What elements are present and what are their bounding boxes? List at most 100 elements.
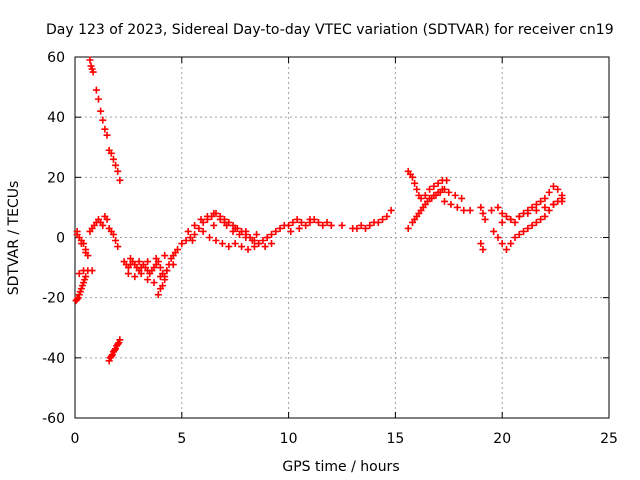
data-point-5-29 [210, 209, 218, 217]
data-point-9-16 [545, 188, 553, 196]
data-point-9-38 [507, 215, 515, 223]
data-point-1-1 [73, 295, 81, 303]
data-point-0-3 [89, 68, 97, 76]
data-point-9-23 [502, 246, 510, 254]
chart-title: Day 123 of 2023, Sidereal Day-to-day VTE… [46, 22, 614, 38]
data-point-8-7 [458, 194, 466, 202]
data-point-4-39 [154, 291, 162, 299]
y-tick-label-6: 60 [47, 50, 65, 66]
data-point-0-9 [103, 131, 111, 139]
data-point-9-4 [494, 203, 502, 211]
data-point-6-16 [366, 221, 374, 229]
data-point-4-35 [135, 258, 143, 266]
data-point-8-5 [445, 188, 453, 196]
x-tick-label-3: 15 [386, 431, 404, 447]
data-point-3-19 [114, 243, 122, 251]
data-point-4-25 [174, 246, 182, 254]
data-point-5-28 [203, 212, 211, 220]
data-point-5-54 [250, 243, 258, 251]
data-point-8-4 [466, 206, 474, 214]
data-point-4-38 [161, 252, 169, 260]
data-point-6-3 [297, 218, 305, 226]
data-point-9-12 [528, 203, 536, 211]
x-tick-label-0: 0 [71, 431, 80, 447]
data-point-4-34 [127, 255, 135, 263]
data-point-9-8 [511, 218, 519, 226]
data-point-9-5 [498, 209, 506, 217]
data-point-9-15 [541, 194, 549, 202]
data-point-6-24 [306, 215, 314, 223]
y-tick-label-0: -60 [42, 411, 65, 427]
x-tick-label-5: 25 [600, 431, 618, 447]
data-point-7-23 [413, 212, 421, 220]
data-point-4-17 [156, 264, 164, 272]
data-point-5-42 [221, 218, 229, 226]
data-point-9-20 [490, 227, 498, 235]
grid-lines [75, 57, 609, 418]
data-point-6-1 [289, 218, 297, 226]
data-point-0-14 [114, 167, 122, 175]
data-point-3-24 [73, 227, 81, 235]
y-axis-label: SDTVAR / TECUs [6, 181, 22, 296]
data-point-7-10 [434, 179, 442, 187]
data-point-5-51 [231, 240, 239, 248]
data-point-5-0 [178, 240, 186, 248]
data-point-9-29 [528, 221, 536, 229]
data-point-5-39 [188, 237, 196, 245]
data-point-7-25 [421, 200, 429, 208]
y-tick-label-5: 40 [47, 110, 65, 126]
series-cluster-2-5h [120, 246, 182, 299]
data-point-7-12 [443, 176, 451, 184]
data-point-5-50 [225, 243, 233, 251]
data-point-9-32 [541, 212, 549, 220]
data-point-6-23 [295, 224, 303, 232]
data-point-9-25 [511, 234, 519, 241]
data-point-9-13 [532, 200, 540, 208]
data-point-9-26 [515, 230, 523, 238]
series-cluster-15-18h [404, 167, 451, 232]
data-point-5-40 [199, 227, 207, 235]
data-point-3-20 [75, 270, 83, 278]
data-point-5-48 [212, 237, 220, 245]
data-point-5-25 [184, 227, 192, 235]
data-point-5-23 [276, 224, 284, 232]
data-point-4-42 [161, 276, 169, 284]
data-point-0-7 [99, 116, 107, 124]
series-cluster-10-15h [285, 206, 395, 235]
data-point-5-38 [268, 240, 276, 248]
data-point-6-21 [387, 206, 395, 214]
data-point-5-52 [238, 243, 246, 251]
series-arc-falling-high [86, 56, 124, 184]
data-point-8-0 [441, 197, 449, 205]
data-point-8-3 [460, 206, 468, 214]
data-point-7-7 [421, 191, 429, 199]
data-point-7-22 [408, 218, 416, 226]
data-point-9-45 [477, 240, 485, 248]
data-point-4-26 [124, 270, 132, 278]
data-point-7-29 [438, 185, 446, 193]
plot-frame [74, 56, 610, 419]
data-point-9-2 [481, 215, 489, 223]
data-point-9-37 [498, 218, 506, 226]
data-point-5-36 [255, 240, 263, 248]
data-point-8-6 [451, 191, 459, 199]
data-point-8-1 [447, 200, 455, 208]
data-point-6-20 [383, 212, 391, 220]
data-point-7-3 [411, 179, 419, 187]
data-point-5-37 [261, 243, 269, 251]
x-tick-label-1: 5 [177, 431, 186, 447]
data-point-5-30 [216, 215, 224, 223]
data-point-3-12 [99, 221, 107, 229]
data-point-3-14 [103, 215, 111, 223]
data-point-6-15 [361, 224, 369, 232]
data-point-9-1 [479, 209, 487, 217]
data-point-9-44 [558, 197, 566, 205]
data-point-5-46 [263, 234, 271, 241]
data-point-6-0 [285, 221, 293, 229]
x-axis-label: GPS time / hours [282, 459, 399, 475]
data-point-9-33 [545, 206, 553, 214]
y-tick-label-2: -20 [42, 291, 65, 307]
x-tick-label-4: 20 [493, 431, 511, 447]
data-point-4-41 [159, 282, 167, 290]
